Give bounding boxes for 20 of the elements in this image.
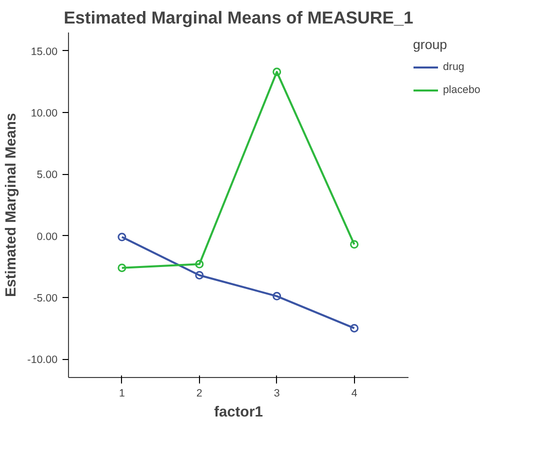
point [272,68,282,76]
y-tick-label: -10.00 [27,354,58,366]
x-tick-label: 3 [274,388,280,400]
x-tick-label: 2 [196,388,202,400]
y-tick-label: -5.00 [33,292,58,304]
chart-title: Estimated Marginal Means of MEASURE_1 [64,8,414,28]
legend-label: drug [443,61,464,73]
y-tick-label: 5.00 [36,169,58,182]
point [195,270,204,280]
legend-label: placebo [443,84,480,96]
legend-title: group [413,37,448,52]
x-tick-label: 1 [118,388,125,400]
y-tick-label: 15.00 [30,46,58,58]
point [195,260,204,268]
point [272,292,282,300]
x-axis-title: factor1 [214,404,263,420]
y-axis-title: Estimated Marginal Means [3,112,20,298]
x-tick-label: 4 [351,388,358,400]
y-tick-label: 10.00 [30,108,58,120]
y-tick-label: 0.00 [36,230,58,243]
